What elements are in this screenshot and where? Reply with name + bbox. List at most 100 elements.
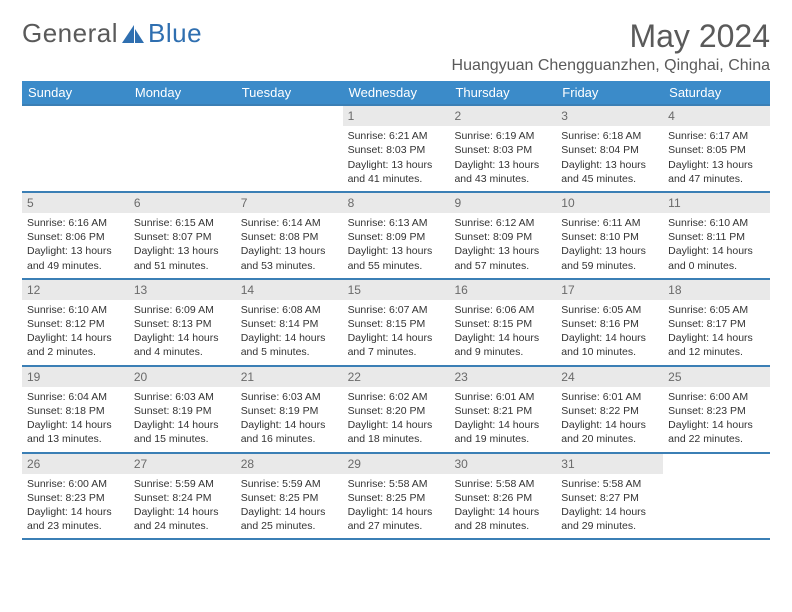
- date-number: 14: [236, 280, 343, 300]
- daylight-line: Daylight: 13 hours and 47 minutes.: [668, 158, 765, 186]
- weekday-header: Thursday: [449, 81, 556, 104]
- calendar: SundayMondayTuesdayWednesdayThursdayFrid…: [22, 81, 770, 540]
- date-number: 19: [22, 367, 129, 387]
- day-cell: 1Sunrise: 6:21 AMSunset: 8:03 PMDaylight…: [343, 106, 450, 191]
- date-number: 7: [236, 193, 343, 213]
- day-cell: 15Sunrise: 6:07 AMSunset: 8:15 PMDayligh…: [343, 280, 450, 365]
- sunset-line: Sunset: 8:04 PM: [561, 143, 658, 157]
- sunrise-line: Sunrise: 6:06 AM: [454, 303, 551, 317]
- sunrise-line: Sunrise: 6:00 AM: [27, 477, 124, 491]
- sunrise-line: Sunrise: 5:58 AM: [348, 477, 445, 491]
- sunrise-line: Sunrise: 6:02 AM: [348, 390, 445, 404]
- daylight-line: Daylight: 14 hours and 20 minutes.: [561, 418, 658, 446]
- date-number: 25: [663, 367, 770, 387]
- day-cell: 19Sunrise: 6:04 AMSunset: 8:18 PMDayligh…: [22, 367, 129, 452]
- daylight-line: Daylight: 13 hours and 57 minutes.: [454, 244, 551, 272]
- daylight-line: Daylight: 14 hours and 23 minutes.: [27, 505, 124, 533]
- day-cell: 25Sunrise: 6:00 AMSunset: 8:23 PMDayligh…: [663, 367, 770, 452]
- day-cell: 23Sunrise: 6:01 AMSunset: 8:21 PMDayligh…: [449, 367, 556, 452]
- date-number: 6: [129, 193, 236, 213]
- day-cell: 9 Sunrise: 6:12 AMSunset: 8:09 PMDaylight…: [449, 193, 556, 278]
- sunrise-line: Sunrise: 6:04 AM: [27, 390, 124, 404]
- daylight-line: Daylight: 14 hours and 4 minutes.: [134, 331, 231, 359]
- day-body: Sunrise: 6:03 AMSunset: 8:19 PMDaylight:…: [236, 387, 343, 452]
- sunset-line: Sunset: 8:26 PM: [454, 491, 551, 505]
- sunset-line: Sunset: 8:10 PM: [561, 230, 658, 244]
- sunset-line: Sunset: 8:19 PM: [134, 404, 231, 418]
- date-number: 13: [129, 280, 236, 300]
- day-cell: 13Sunrise: 6:09 AMSunset: 8:13 PMDayligh…: [129, 280, 236, 365]
- day-body: Sunrise: 6:03 AMSunset: 8:19 PMDaylight:…: [129, 387, 236, 452]
- day-cell: 16Sunrise: 6:06 AMSunset: 8:15 PMDayligh…: [449, 280, 556, 365]
- weekday-header: Saturday: [663, 81, 770, 104]
- sunset-line: Sunset: 8:20 PM: [348, 404, 445, 418]
- date-number: 5: [22, 193, 129, 213]
- sunrise-line: Sunrise: 6:17 AM: [668, 129, 765, 143]
- day-cell: 18Sunrise: 6:05 AMSunset: 8:17 PMDayligh…: [663, 280, 770, 365]
- date-number: 9: [449, 193, 556, 213]
- date-number: 24: [556, 367, 663, 387]
- day-body: Sunrise: 6:00 AMSunset: 8:23 PMDaylight:…: [22, 474, 129, 539]
- sunset-line: Sunset: 8:09 PM: [454, 230, 551, 244]
- sunset-line: Sunset: 8:15 PM: [454, 317, 551, 331]
- day-cell-empty: .: [22, 106, 129, 191]
- daylight-line: Daylight: 14 hours and 27 minutes.: [348, 505, 445, 533]
- day-cell: 31Sunrise: 5:58 AMSunset: 8:27 PMDayligh…: [556, 454, 663, 539]
- daylight-line: Daylight: 13 hours and 43 minutes.: [454, 158, 551, 186]
- day-cell: 2Sunrise: 6:19 AMSunset: 8:03 PMDaylight…: [449, 106, 556, 191]
- sunrise-line: Sunrise: 6:08 AM: [241, 303, 338, 317]
- date-number: 3: [556, 106, 663, 126]
- weekday-header: Tuesday: [236, 81, 343, 104]
- day-cell: 8Sunrise: 6:13 AMSunset: 8:09 PMDaylight…: [343, 193, 450, 278]
- sunset-line: Sunset: 8:13 PM: [134, 317, 231, 331]
- daylight-line: Daylight: 14 hours and 29 minutes.: [561, 505, 658, 533]
- daylight-line: Daylight: 14 hours and 15 minutes.: [134, 418, 231, 446]
- sunset-line: Sunset: 8:03 PM: [454, 143, 551, 157]
- day-body: Sunrise: 6:02 AMSunset: 8:20 PMDaylight:…: [343, 387, 450, 452]
- day-body: Sunrise: 6:19 AMSunset: 8:03 PMDaylight:…: [449, 126, 556, 191]
- sunset-line: Sunset: 8:14 PM: [241, 317, 338, 331]
- date-number: 2: [449, 106, 556, 126]
- date-number: 16: [449, 280, 556, 300]
- date-number: 4: [663, 106, 770, 126]
- sunrise-line: Sunrise: 6:10 AM: [668, 216, 765, 230]
- daylight-line: Daylight: 14 hours and 28 minutes.: [454, 505, 551, 533]
- sunrise-line: Sunrise: 6:01 AM: [454, 390, 551, 404]
- sunset-line: Sunset: 8:23 PM: [27, 491, 124, 505]
- sunrise-line: Sunrise: 6:09 AM: [134, 303, 231, 317]
- daylight-line: Daylight: 13 hours and 51 minutes.: [134, 244, 231, 272]
- weekday-header: Monday: [129, 81, 236, 104]
- daylight-line: Daylight: 13 hours and 59 minutes.: [561, 244, 658, 272]
- day-body: Sunrise: 6:08 AMSunset: 8:14 PMDaylight:…: [236, 300, 343, 365]
- sunrise-line: Sunrise: 6:03 AM: [241, 390, 338, 404]
- day-cell: 10Sunrise: 6:11 AMSunset: 8:10 PMDayligh…: [556, 193, 663, 278]
- day-body: Sunrise: 6:17 AMSunset: 8:05 PMDaylight:…: [663, 126, 770, 191]
- date-number: 1: [343, 106, 450, 126]
- sunset-line: Sunset: 8:05 PM: [668, 143, 765, 157]
- day-cell-empty: .: [236, 106, 343, 191]
- sunrise-line: Sunrise: 6:12 AM: [454, 216, 551, 230]
- sunset-line: Sunset: 8:08 PM: [241, 230, 338, 244]
- sunset-line: Sunset: 8:24 PM: [134, 491, 231, 505]
- day-cell: 7Sunrise: 6:14 AMSunset: 8:08 PMDaylight…: [236, 193, 343, 278]
- weekday-header-row: SundayMondayTuesdayWednesdayThursdayFrid…: [22, 81, 770, 104]
- sunrise-line: Sunrise: 5:59 AM: [134, 477, 231, 491]
- date-number: 26: [22, 454, 129, 474]
- day-body: Sunrise: 6:00 AMSunset: 8:23 PMDaylight:…: [663, 387, 770, 452]
- daylight-line: Daylight: 14 hours and 18 minutes.: [348, 418, 445, 446]
- day-body: Sunrise: 5:58 AMSunset: 8:27 PMDaylight:…: [556, 474, 663, 539]
- daylight-line: Daylight: 14 hours and 5 minutes.: [241, 331, 338, 359]
- sunset-line: Sunset: 8:12 PM: [27, 317, 124, 331]
- date-number: 10: [556, 193, 663, 213]
- day-cell: 21Sunrise: 6:03 AMSunset: 8:19 PMDayligh…: [236, 367, 343, 452]
- weekday-header: Sunday: [22, 81, 129, 104]
- week-row: 12Sunrise: 6:10 AMSunset: 8:12 PMDayligh…: [22, 278, 770, 365]
- sunrise-line: Sunrise: 6:21 AM: [348, 129, 445, 143]
- sunset-line: Sunset: 8:25 PM: [348, 491, 445, 505]
- weeks-container: ...1Sunrise: 6:21 AMSunset: 8:03 PMDayli…: [22, 104, 770, 540]
- week-row: 5Sunrise: 6:16 AMSunset: 8:06 PMDaylight…: [22, 191, 770, 278]
- daylight-line: Daylight: 14 hours and 13 minutes.: [27, 418, 124, 446]
- day-body: Sunrise: 6:09 AMSunset: 8:13 PMDaylight:…: [129, 300, 236, 365]
- date-number: 27: [129, 454, 236, 474]
- daylight-line: Daylight: 14 hours and 25 minutes.: [241, 505, 338, 533]
